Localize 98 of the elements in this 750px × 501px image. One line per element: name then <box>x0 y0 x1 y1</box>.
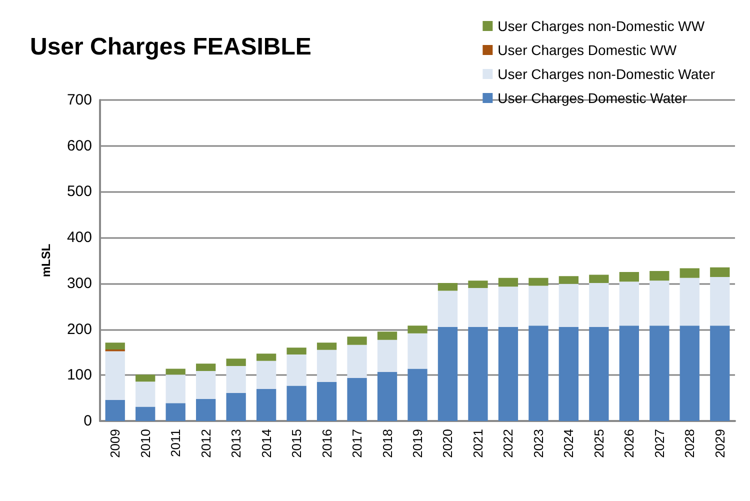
bar <box>377 332 398 340</box>
bar <box>680 326 700 421</box>
bar <box>619 282 639 326</box>
bar <box>650 280 670 326</box>
bar <box>408 326 428 334</box>
y-tick-label: 0 <box>84 412 92 430</box>
x-tick-label: 2012 <box>198 429 214 458</box>
x-tick-label: 2024 <box>561 429 576 458</box>
legend-label: User Charges non-Domestic Water <box>498 66 716 82</box>
bar <box>589 274 609 283</box>
y-tick-label: 600 <box>66 137 92 154</box>
x-tick-label: 2023 <box>530 429 546 458</box>
legend-label: User Charges Domestic Water <box>498 90 688 106</box>
bar <box>256 360 276 389</box>
legend-label: User Charges non-Domestic WW <box>498 18 706 34</box>
bar <box>680 268 700 278</box>
bar <box>105 351 125 400</box>
bar <box>196 371 216 399</box>
y-tick-label: 400 <box>66 229 92 246</box>
bar <box>498 286 518 327</box>
bar <box>438 326 458 421</box>
bar <box>105 400 125 421</box>
y-tick-label: 300 <box>66 274 92 292</box>
x-tick-label: 2013 <box>228 429 244 458</box>
y-tick-label: 700 <box>66 92 92 108</box>
x-tick-label: 2028 <box>682 429 698 458</box>
bar <box>558 284 579 327</box>
bar <box>710 267 730 278</box>
bar <box>377 372 398 421</box>
x-tick-label: 2021 <box>470 429 486 458</box>
bar <box>256 388 276 421</box>
bar <box>408 368 428 421</box>
bar <box>589 282 609 327</box>
bar <box>286 386 306 421</box>
bar <box>468 280 488 288</box>
legend-label: User Charges Domestic WW <box>498 42 678 58</box>
x-tick-label: 2026 <box>622 429 637 458</box>
bar <box>528 278 548 286</box>
bar <box>710 277 730 326</box>
x-tick-label: 2025 <box>591 429 606 458</box>
chart-title: User Charges FEASIBLE <box>30 34 312 60</box>
bar <box>226 358 246 366</box>
bar <box>136 382 156 407</box>
bar <box>377 340 398 372</box>
bar <box>558 276 579 284</box>
y-tick-label: 100 <box>66 366 92 384</box>
bar <box>468 288 488 327</box>
bar <box>316 382 337 421</box>
y-tick-label: 200 <box>66 320 92 338</box>
bar <box>438 282 458 291</box>
bar <box>347 344 367 378</box>
bar <box>619 326 639 421</box>
bar <box>589 326 609 421</box>
bar <box>619 272 639 282</box>
bar <box>316 350 337 382</box>
bar <box>498 278 518 287</box>
bar <box>347 336 367 345</box>
bar <box>438 290 458 327</box>
bar <box>650 326 670 421</box>
bar <box>226 366 246 394</box>
bar <box>316 342 337 350</box>
bar <box>498 326 518 421</box>
x-tick-label: 2010 <box>138 429 153 458</box>
x-tick-label: 2017 <box>350 429 365 458</box>
bar <box>408 333 428 369</box>
y-axis-title: mLSL <box>39 244 53 278</box>
bar <box>558 326 579 421</box>
x-tick-label: 2011 <box>168 429 184 457</box>
x-tick-label: 2020 <box>440 429 456 458</box>
bar <box>286 348 306 355</box>
bar <box>196 398 216 421</box>
bar <box>256 354 276 361</box>
bar <box>468 326 488 421</box>
x-tick-label: 2009 <box>108 429 123 458</box>
x-tick-label: 2027 <box>652 429 667 458</box>
bar <box>710 326 730 421</box>
bar <box>528 286 548 326</box>
bar <box>136 374 156 382</box>
bar <box>286 354 306 386</box>
bar <box>528 326 548 421</box>
bar <box>166 374 186 404</box>
bar <box>136 406 156 421</box>
bar <box>105 342 125 350</box>
bar <box>226 393 246 421</box>
x-tick-label: 2018 <box>380 429 395 458</box>
x-tick-label: 2022 <box>500 429 516 458</box>
x-tick-label: 2016 <box>319 429 334 458</box>
x-tick-label: 2029 <box>712 429 728 458</box>
bar <box>196 364 216 372</box>
x-tick-label: 2019 <box>410 429 425 458</box>
bar <box>166 403 186 421</box>
bar <box>650 271 670 281</box>
x-tick-label: 2014 <box>258 429 274 458</box>
bar <box>347 378 367 421</box>
bar <box>166 368 186 375</box>
y-tick-label: 500 <box>66 183 92 200</box>
bar <box>680 278 700 326</box>
x-tick-label: 2015 <box>289 429 304 458</box>
